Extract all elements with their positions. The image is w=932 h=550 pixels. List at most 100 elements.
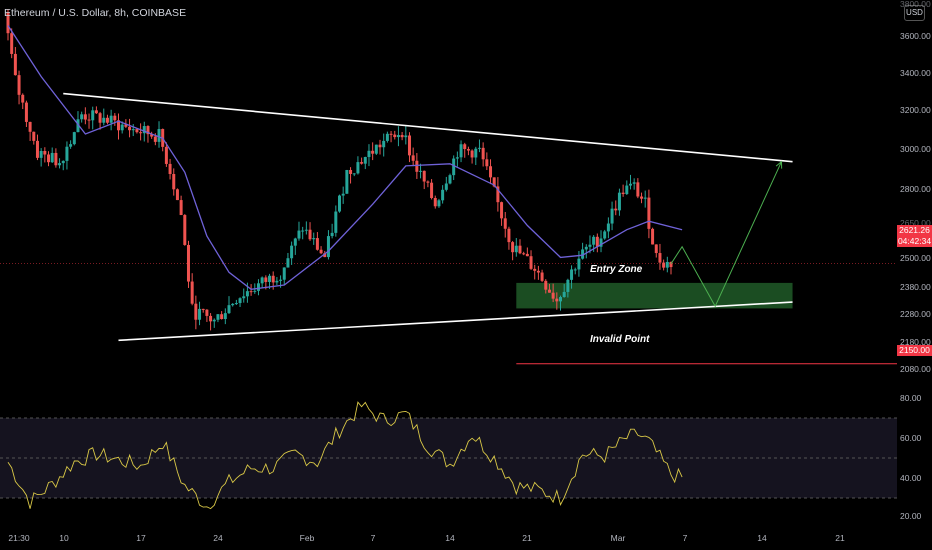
candle-up <box>142 126 146 134</box>
candle-down <box>466 149 470 151</box>
candle-down <box>249 291 253 293</box>
candle-down <box>13 53 17 76</box>
candle-down <box>190 281 194 304</box>
drawing-layer <box>63 92 793 342</box>
candle-down <box>669 261 673 268</box>
candle-down <box>360 162 364 164</box>
candle-up <box>65 146 69 161</box>
candle-up <box>573 269 577 271</box>
candle-up <box>109 115 113 123</box>
candle-up <box>91 110 95 121</box>
candle-up <box>39 150 43 158</box>
candle-down <box>518 245 522 254</box>
candle-up <box>69 144 73 147</box>
projection-arrowhead <box>775 160 783 169</box>
candle-up <box>231 303 235 306</box>
candle-up <box>290 245 294 259</box>
candle-up <box>352 173 356 175</box>
candle-up <box>245 291 249 297</box>
candle-down <box>271 275 275 283</box>
candle-up <box>588 244 592 247</box>
date-tick-label: 7 <box>370 533 376 543</box>
candle-down <box>128 126 132 131</box>
candle-up <box>606 223 610 232</box>
candle-down <box>24 102 28 122</box>
candle-down <box>500 202 504 219</box>
candle-up <box>628 183 632 186</box>
candle-up <box>448 175 452 184</box>
candle-down <box>264 277 268 282</box>
chart-title: Ethereum / U.S. Dollar, 8h, COINBASE <box>4 7 187 19</box>
candle-up <box>374 144 378 154</box>
candle-down <box>349 169 353 174</box>
candle-up <box>643 197 647 199</box>
candle-up <box>367 150 371 158</box>
candle-up <box>437 200 441 207</box>
candle-down <box>503 218 507 229</box>
date-tick-label: 14 <box>757 533 767 543</box>
candle-down <box>10 33 14 54</box>
candle-up <box>304 229 308 231</box>
rsi-panel <box>0 401 897 510</box>
candle-down <box>658 253 662 263</box>
candle-up <box>562 291 566 298</box>
candle-up <box>514 245 518 253</box>
candle-down <box>179 200 183 216</box>
candle-down <box>139 132 143 134</box>
price-tick-label: 2280.00 <box>900 309 931 319</box>
price-tick-label: 3400.00 <box>900 68 931 78</box>
price-tick-label: 2800.00 <box>900 184 931 194</box>
candle-up <box>286 258 290 268</box>
rsi-tick-label: 60.00 <box>900 433 922 443</box>
candle-down <box>308 229 312 240</box>
rsi-tick-label: 40.00 <box>900 473 922 483</box>
candle-up <box>253 290 257 292</box>
date-tick-label: 10 <box>59 533 69 543</box>
candle-up <box>212 319 216 322</box>
candle-down <box>175 189 179 201</box>
candle-up <box>625 185 629 195</box>
candle-down <box>662 262 666 268</box>
candle-up <box>157 129 161 142</box>
candle-down <box>492 177 496 187</box>
candle-down <box>315 238 319 250</box>
candle-down <box>507 228 511 243</box>
candle-down <box>220 314 224 320</box>
currency-button[interactable]: USD <box>904 5 925 21</box>
candle-down <box>209 315 213 322</box>
candle-down <box>547 289 551 293</box>
candle-up <box>234 303 238 305</box>
candle-up <box>592 236 596 245</box>
date-tick-label: 17 <box>136 533 146 543</box>
candle-down <box>536 270 540 273</box>
candle-down <box>28 121 32 132</box>
candle-down <box>489 166 493 178</box>
candle-down <box>35 140 39 158</box>
candle-up <box>227 305 231 314</box>
candle-up <box>455 157 459 159</box>
candle-down <box>415 160 419 172</box>
candle-down <box>525 253 529 257</box>
candle-down <box>496 186 500 203</box>
current-price-tag: 2621.26 <box>897 225 932 236</box>
candle-up <box>599 238 603 247</box>
price-tick-label: 3600.00 <box>900 31 931 41</box>
date-tick-label: Feb <box>299 533 315 543</box>
candle-down <box>371 150 375 154</box>
candle-up <box>293 238 297 246</box>
candle-down <box>164 146 168 164</box>
candle-down <box>323 253 327 258</box>
candle-up <box>223 313 227 320</box>
candle-up <box>459 144 463 158</box>
rsi-line <box>7 401 683 510</box>
candle-down <box>146 126 150 135</box>
candle-down <box>555 298 559 302</box>
candle-down <box>411 155 415 161</box>
candle-down <box>595 236 599 247</box>
candle-up <box>665 261 669 268</box>
candle-down <box>636 182 640 197</box>
candle-down <box>153 136 157 142</box>
candle-down <box>426 181 430 183</box>
candle-up <box>301 230 305 232</box>
